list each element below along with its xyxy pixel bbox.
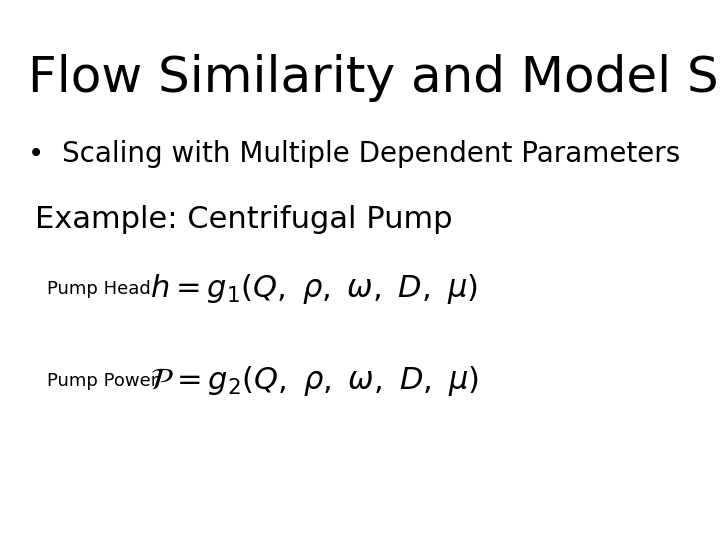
Text: Pump Power: Pump Power — [48, 372, 158, 390]
Text: Example: Centrifugal Pump: Example: Centrifugal Pump — [35, 205, 453, 234]
Text: Flow Similarity and Model Studies: Flow Similarity and Model Studies — [27, 54, 720, 102]
Text: $h = g_1(Q,\ \rho,\ \omega,\ D,\ \mu)$: $h = g_1(Q,\ \rho,\ \omega,\ D,\ \mu)$ — [150, 272, 477, 306]
Text: •  Scaling with Multiple Dependent Parameters: • Scaling with Multiple Dependent Parame… — [27, 140, 680, 168]
Text: Pump Head: Pump Head — [48, 280, 151, 298]
Text: $\mathcal{P} = g_2(Q,\ \rho,\ \omega,\ D,\ \mu)$: $\mathcal{P} = g_2(Q,\ \rho,\ \omega,\ D… — [150, 364, 479, 397]
